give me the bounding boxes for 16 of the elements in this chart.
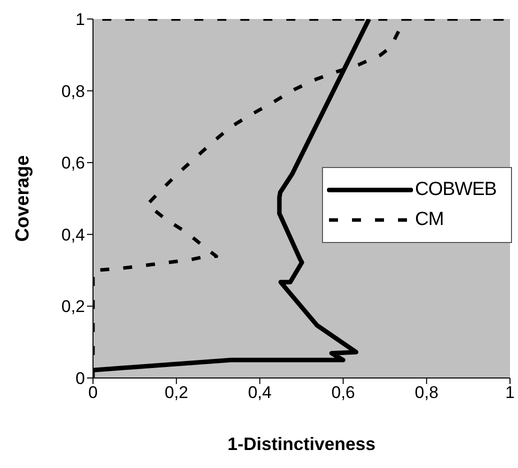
legend-label: CM bbox=[415, 209, 444, 231]
x-tick-label: 0,2 bbox=[164, 383, 188, 402]
legend-label: COBWEB bbox=[415, 179, 496, 201]
x-tick-label: 0,6 bbox=[331, 383, 356, 402]
y-tick-label: 0,8 bbox=[61, 82, 85, 101]
y-tick-label: 1 bbox=[76, 10, 85, 30]
x-tick-label: 0,4 bbox=[248, 383, 272, 402]
x-tick-label: 1 bbox=[505, 383, 515, 402]
y-tick-label: 0,6 bbox=[61, 154, 85, 173]
y-tick-label: 0,2 bbox=[61, 297, 85, 316]
y-axis-title: Coverage bbox=[12, 155, 34, 242]
x-tick-label: 0 bbox=[88, 383, 98, 402]
x-axis-title: 1-Distinctiveness bbox=[227, 434, 376, 454]
y-tick-label: 0 bbox=[76, 369, 85, 388]
y-tick-label: 0,4 bbox=[61, 225, 85, 244]
x-tick-label: 0,8 bbox=[414, 383, 438, 402]
